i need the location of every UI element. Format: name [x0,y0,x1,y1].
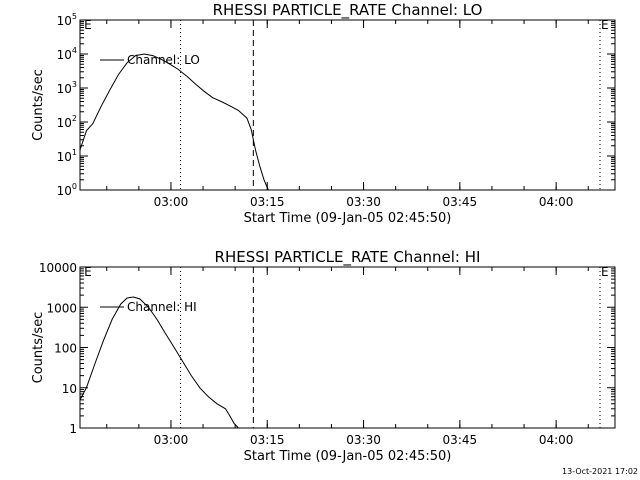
chart-2-y-tick-label: 10000 [39,261,77,275]
chart-1-x-tick-label: 03:30 [346,195,381,209]
chart-2-y-tick-label: 1000 [46,301,77,315]
chart-1-y-tick-label: 100 [57,182,77,198]
plot-timestamp: 13-Oct-2021 17:02 [562,467,638,476]
chart-1-title: RHESSI PARTICLE_RATE Channel: LO [213,1,483,20]
chart-2-x-tick-label: 04:00 [539,433,574,447]
chart-2-group: RHESSI PARTICLE_RATE Channel: HI Start Ti… [31,248,616,464]
chart-2-y-axis-label: Counts/sec [31,312,46,384]
chart-2-y-tick-label: 10 [62,382,77,396]
chart-1-event-marker: E [84,18,92,32]
chart-2-series-line [79,296,239,429]
chart-1-x-axis-label: Start Time (09-Jan-05 02:45:50) [244,211,452,226]
chart-1-y-tick-label: 104 [57,46,77,62]
chart-1-group: RHESSI PARTICLE_RATE Channel: LO Start Ti… [31,1,616,226]
chart-2-y-tick-label: 100 [54,342,77,356]
chart-2-legend-label: Channel: HI [127,300,197,314]
chart-2-plot-frame [79,266,616,429]
chart-1-x-tick-label: 03:00 [154,195,189,209]
chart-1-x-tick-label: 04:00 [539,195,574,209]
chart-2-y-tick-label: 1 [69,422,77,436]
chart-1-y-axis-label: Counts/sec [31,69,46,141]
chart-1-x-tick-label: 03:45 [443,195,478,209]
chart-2-x-axis-label: Start Time (09-Jan-05 02:45:50) [244,449,452,464]
chart-2-x-tick-label: 03:30 [346,433,381,447]
chart-2-x-tick-label: 03:00 [154,433,189,447]
chart-2-x-tick-label: 03:45 [443,433,478,447]
chart-2-event-marker: E [601,265,609,279]
chart-1-plot-frame [79,19,616,191]
chart-1-y-tick-label: 103 [57,80,77,96]
chart-2-event-marker: E [84,265,92,279]
chart-1-series-line [79,53,269,191]
chart-1-y-tick-label: 101 [57,148,77,164]
chart-1-event-marker: E [601,18,609,32]
chart-1-x-tick-label: 03:15 [250,195,285,209]
chart-1-y-tick-label: 105 [57,12,77,28]
chart-2-title: RHESSI PARTICLE_RATE Channel: HI [215,248,481,267]
chart-2-x-tick-label: 03:15 [250,433,285,447]
chart-1-y-tick-label: 102 [57,114,77,130]
